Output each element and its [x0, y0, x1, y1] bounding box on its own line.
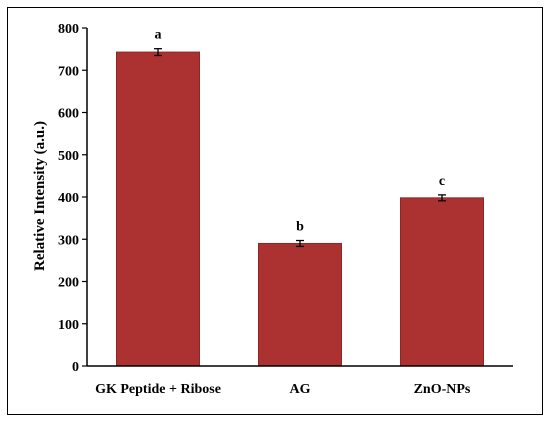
x-tick-label-2: ZnO-NPs: [414, 382, 471, 397]
x-tick-label-1: AG: [290, 382, 311, 397]
bar-1: [258, 242, 342, 367]
y-tick-label-2: 200: [58, 276, 79, 291]
significance-letter-1: b: [296, 220, 304, 235]
bar-2: [400, 197, 484, 367]
y-tick-label-5: 500: [58, 149, 79, 164]
y-ticks-layer: 0 100 200 300 400 500 600 700 800: [58, 22, 87, 375]
y-tick-label-6: 600: [58, 107, 79, 122]
y-tick-label-1: 100: [58, 318, 79, 333]
bars-layer: [116, 51, 484, 367]
y-tick-label-0: 0: [72, 360, 79, 375]
y-tick-label-3: 300: [58, 233, 79, 248]
error-bars-layer: [154, 48, 446, 248]
y-tick-label-4: 400: [58, 191, 79, 206]
x-tick-labels-layer: GK Peptide + Ribose AG ZnO-NPs: [95, 382, 471, 397]
significance-letter-0: a: [155, 28, 162, 43]
y-tick-label-8: 800: [58, 22, 79, 37]
significance-letters-layer: a b c: [155, 28, 446, 235]
chart-frame: [7, 7, 543, 415]
significance-letter-2: c: [439, 174, 445, 189]
y-tick-label-7: 700: [58, 64, 79, 79]
x-tick-label-0: GK Peptide + Ribose: [95, 382, 221, 397]
bar-0: [116, 51, 200, 367]
y-axis-title: Relative Intensity (a.u.): [32, 121, 48, 271]
